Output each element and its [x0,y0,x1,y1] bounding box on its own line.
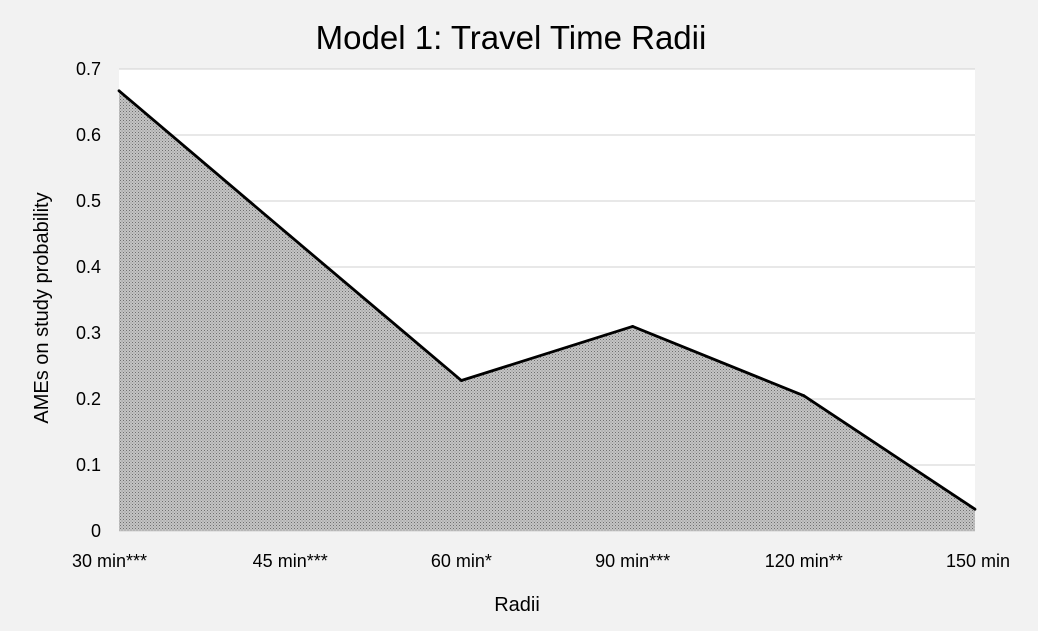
chart-title: Model 1: Travel Time Radii [316,19,707,56]
x-tick-label: 45 min*** [253,551,328,571]
x-tick-label: 150 min [946,551,1010,571]
x-axis-label: Radii [494,594,540,616]
y-tick-label: 0.4 [76,257,101,277]
data-point [802,394,806,398]
x-tick-label: 90 min*** [595,551,670,571]
area-outline [118,89,976,511]
data-point [973,507,977,511]
x-tick-label: 60 min* [431,551,492,571]
data-point [288,234,292,238]
x-tick-label: 30 min*** [72,551,147,571]
y-tick-label: 0.6 [76,125,101,145]
data-point [117,89,121,93]
x-axis-ticks: 30 min*** 45 min*** 60 min* 90 min*** 120 mi… [72,551,1010,571]
y-tick-label: 0.5 [76,191,101,211]
area-series [117,89,977,531]
data-point [460,379,463,382]
area-fill [119,90,975,531]
y-axis-ticks: 0 0.1 0.2 0.3 0.4 0.5 0.6 0.7 [76,59,101,541]
y-tick-label: 0.1 [76,455,101,475]
y-tick-label: 0.7 [76,59,101,79]
data-point [631,325,634,328]
x-tick-label: 120 min** [765,551,843,571]
y-tick-label: 0.3 [76,323,101,343]
y-tick-label: 0 [91,521,101,541]
y-axis-label: AMEs on study probability [31,192,53,423]
y-tick-label: 0.2 [76,389,101,409]
